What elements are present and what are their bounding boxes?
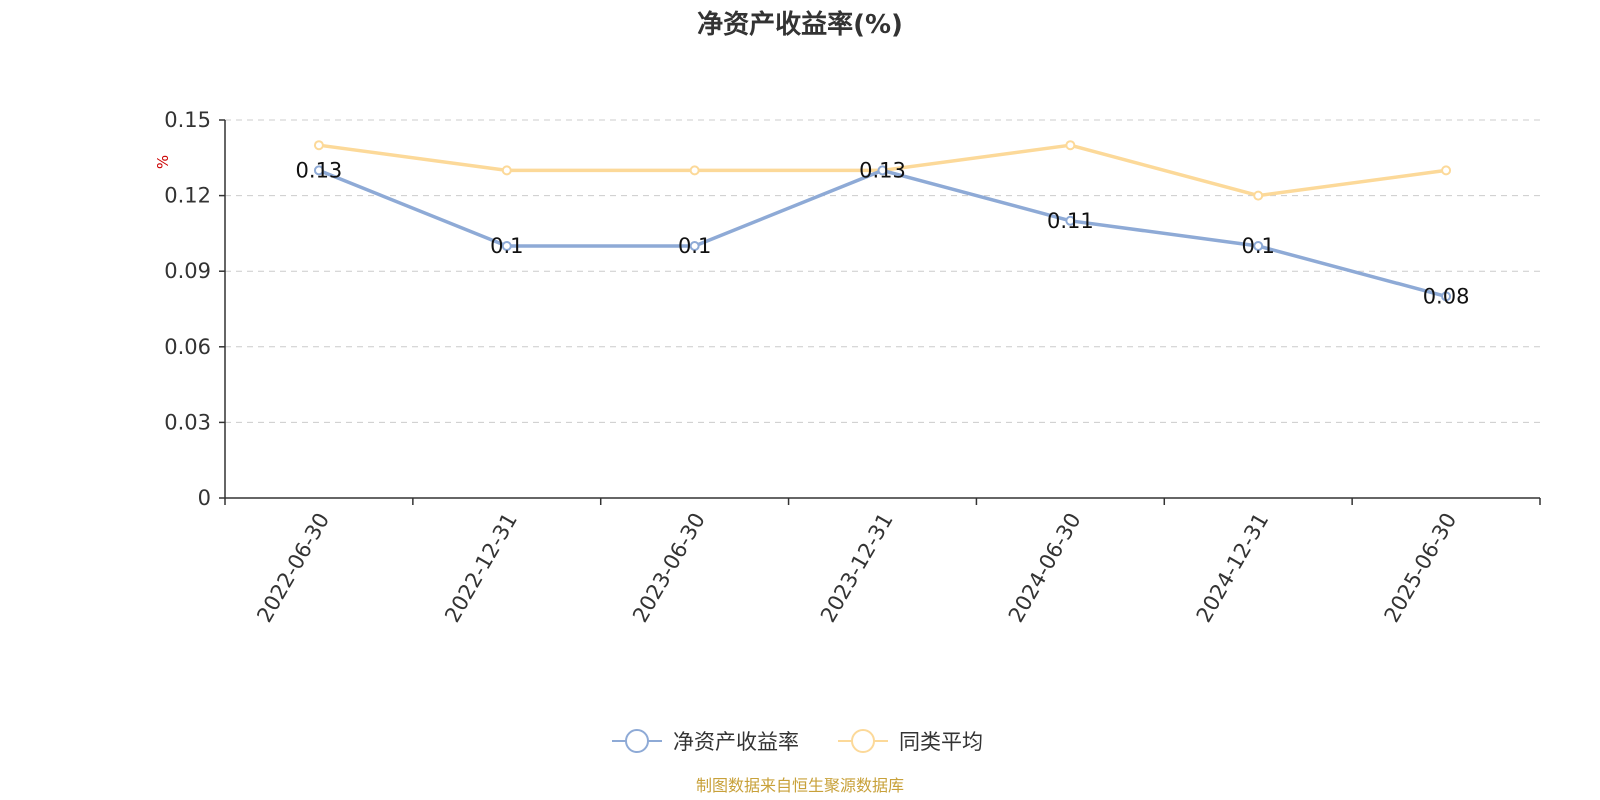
legend-circle-icon (851, 729, 875, 753)
x-tick-label: 2023-12-31 (816, 509, 898, 627)
legend-item-roe[interactable]: 净资产收益率 (612, 729, 799, 754)
x-tick-label: 2025-06-30 (1380, 509, 1462, 627)
data-point[interactable] (689, 241, 700, 251)
series-line-roe (317, 168, 1448, 299)
data-label: 0.1 (1242, 234, 1275, 258)
y-tick-label: 0.15 (164, 108, 211, 132)
data-label: 0.11 (1047, 209, 1094, 233)
y-tick-label: 0.12 (164, 184, 211, 208)
legend-label: 净资产收益率 (673, 730, 799, 754)
legend-circle-icon (625, 729, 649, 753)
chart-title: 净资产收益率(%) (697, 9, 903, 40)
y-tick-label: 0.03 (164, 410, 211, 434)
data-point[interactable] (689, 165, 700, 176)
y-axis-ticks: 0 0.03 0.06 0.09 0.12 0.15 (164, 108, 225, 510)
data-point[interactable] (1253, 241, 1264, 251)
data-label: 0.1 (490, 234, 523, 258)
data-point[interactable] (1065, 140, 1076, 151)
y-tick-label: 0.06 (164, 335, 211, 359)
x-tick-label: 2023-06-30 (628, 509, 710, 627)
data-point[interactable] (313, 140, 324, 151)
series-lines (313, 140, 1452, 302)
x-tick-label: 2024-06-30 (1004, 509, 1086, 627)
data-label: 0.13 (296, 158, 343, 182)
data-label: 0.08 (1423, 284, 1470, 308)
x-tick-label: 2022-12-31 (440, 509, 522, 627)
data-point[interactable] (313, 165, 324, 176)
data-labels: 0.13 0.1 0.1 0.13 0.11 0.1 0.08 (296, 158, 1470, 308)
data-point[interactable] (1441, 165, 1452, 176)
y-tick-label: 0.09 (164, 259, 211, 283)
x-tick-label: 2024-12-31 (1192, 509, 1274, 627)
legend[interactable]: 净资产收益率 同类平均 (612, 729, 983, 754)
data-point[interactable] (501, 165, 512, 176)
x-tick-label: 2022-06-30 (252, 509, 334, 627)
data-label: 0.1 (678, 234, 711, 258)
y-axis-unit-label: % (154, 155, 172, 169)
data-point[interactable] (1065, 215, 1076, 226)
data-point[interactable] (877, 165, 888, 176)
data-point[interactable] (501, 241, 512, 251)
y-tick-label: 0 (198, 486, 211, 510)
data-label: 0.13 (859, 158, 906, 182)
legend-item-peer-average[interactable]: 同类平均 (838, 729, 983, 754)
data-point[interactable] (1253, 190, 1264, 201)
axes (224, 120, 1540, 499)
data-source-note: 制图数据来自恒生聚源数据库 (696, 776, 904, 795)
legend-label: 同类平均 (899, 730, 983, 754)
data-point[interactable] (1441, 291, 1452, 302)
x-axis-ticks: 2022-06-30 2022-12-31 2023-06-30 2023-12-31… (224, 498, 1541, 627)
